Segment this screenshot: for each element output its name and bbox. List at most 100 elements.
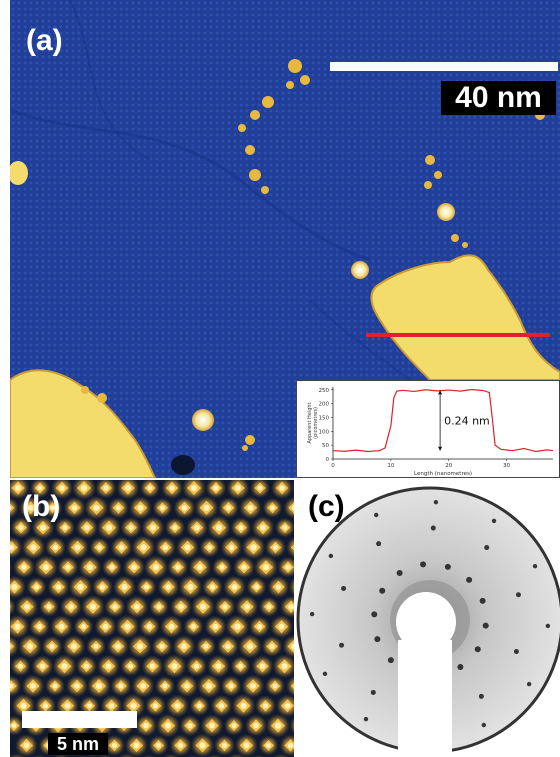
diffraction-spot	[374, 636, 381, 643]
atomic-spot	[283, 496, 294, 519]
atomic-spot	[123, 556, 145, 579]
atomic-spot	[288, 576, 294, 598]
panel-b-scale-bar-label: 5 nm	[48, 733, 108, 755]
atomic-spot	[149, 596, 169, 617]
atomic-spot	[26, 577, 47, 597]
diffraction-spot	[545, 623, 551, 629]
panel-b-atomic-image	[10, 480, 294, 757]
height-annotation: 0.24 nm	[444, 415, 490, 428]
atomic-spot	[113, 575, 136, 599]
atomic-spot	[62, 634, 86, 658]
atomic-spot	[178, 575, 203, 599]
atomic-spot	[92, 576, 113, 598]
atomic-spot	[266, 713, 290, 738]
atomic-spot	[10, 656, 31, 677]
atomic-spot	[41, 635, 63, 657]
atomic-spot	[239, 496, 262, 520]
atomic-spot	[87, 674, 111, 698]
atomic-spot	[145, 695, 166, 717]
atomic-spot	[200, 714, 224, 738]
atomic-spot	[280, 595, 294, 618]
electron-gun-center	[396, 592, 456, 652]
atomic-spot	[210, 694, 233, 717]
atomic-spot	[63, 496, 86, 519]
atomic-spot	[60, 595, 82, 618]
atomic-spot	[72, 480, 96, 500]
atomic-spot	[10, 517, 32, 539]
atomic-spot	[233, 556, 255, 579]
atomic-spot	[125, 595, 149, 619]
atomic-spot	[15, 595, 39, 619]
atomic-spot	[204, 615, 227, 638]
atomic-spot	[135, 714, 157, 737]
arrow-head-top	[438, 390, 443, 395]
atomic-spot	[57, 556, 79, 578]
atomic-spot	[102, 557, 122, 578]
atomic-spot	[275, 517, 294, 538]
y-tick-label: 0	[326, 457, 330, 463]
arrow-head-bottom	[438, 446, 443, 451]
atomic-spot	[189, 695, 210, 716]
atomic-spot	[142, 754, 156, 757]
atomic-spot	[19, 496, 42, 520]
atomic-spot	[79, 695, 100, 716]
y-tick-label: 250	[319, 388, 330, 394]
diffraction-spot	[396, 569, 403, 576]
atomic-spot	[156, 713, 180, 738]
atomic-spot	[31, 655, 54, 678]
atomic-spot	[141, 655, 164, 678]
atomic-spot	[265, 536, 286, 558]
atomic-spot	[230, 517, 252, 539]
atomic-spot	[162, 654, 187, 679]
atomic-spot	[270, 615, 293, 639]
atomic-spot	[78, 555, 102, 579]
atomic-spot	[245, 714, 267, 737]
atomic-spot	[190, 733, 215, 757]
atomic-spot	[205, 480, 227, 499]
atomic-spot	[238, 634, 262, 659]
diffraction-spot	[339, 642, 345, 648]
x-tick-label: 30	[503, 463, 510, 469]
diffraction-spot	[371, 611, 378, 618]
atomic-spot	[30, 480, 50, 498]
atomic-spot	[286, 536, 294, 559]
atomic-spot	[129, 496, 152, 520]
atomic-spot	[47, 576, 70, 598]
atomic-spot	[39, 596, 59, 617]
atomic-spot	[170, 595, 192, 618]
atomic-spot	[66, 675, 88, 697]
diffraction-spot	[379, 587, 386, 594]
atomic-spot	[115, 614, 140, 639]
diffraction-spot	[433, 499, 439, 505]
atomic-spot	[34, 555, 58, 580]
atomic-spot	[21, 674, 45, 698]
atomic-spot	[191, 594, 215, 619]
y-tick-label: 200	[319, 402, 330, 408]
atomic-spot	[292, 481, 294, 495]
atomic-spot	[73, 616, 94, 637]
atomic-spot	[68, 575, 93, 599]
atomic-spot	[169, 734, 192, 757]
diffraction-spot	[430, 525, 436, 531]
atomic-spot	[225, 614, 250, 639]
diffraction-spot	[466, 576, 473, 583]
atomic-spot	[251, 655, 274, 678]
y-tick-label: 150	[319, 415, 330, 421]
atomic-spot	[202, 576, 223, 598]
atomic-spot	[173, 496, 196, 519]
atomic-spot	[140, 480, 160, 498]
atomic-spot	[10, 635, 19, 658]
atomic-spot	[21, 535, 46, 560]
atomic-spot	[104, 596, 126, 618]
atomic-spot	[45, 536, 66, 558]
adsorbate	[351, 261, 369, 279]
atomic-spot	[152, 497, 173, 518]
adsorbate	[192, 409, 214, 431]
panel-a-scale-bar	[330, 62, 558, 71]
atomic-spot	[194, 495, 219, 520]
atomic-spot	[125, 733, 148, 757]
atomic-spot	[55, 517, 75, 538]
atomic-spot	[10, 561, 12, 574]
diffraction-spot	[515, 592, 521, 598]
atomic-spot	[15, 733, 38, 757]
